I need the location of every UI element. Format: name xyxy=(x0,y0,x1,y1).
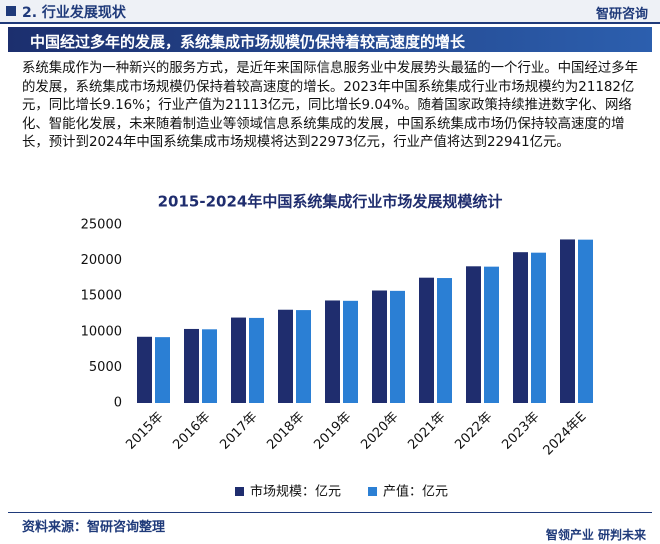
bar xyxy=(390,290,405,403)
banner-text: 中国经过多年的发展，系统集成市场规模仍保持着较高速度的增长 xyxy=(30,33,466,51)
bar xyxy=(531,252,546,403)
legend-label: 市场规模：亿元 xyxy=(250,484,341,500)
bar xyxy=(296,310,311,403)
x-tick-label: 2019年 xyxy=(311,409,354,452)
x-tick-label: 2017年 xyxy=(217,409,260,452)
x-tick-label: 2016年 xyxy=(170,409,213,452)
legend-swatch xyxy=(235,487,244,496)
logo: 智研咨询 xyxy=(595,7,648,22)
bar xyxy=(372,290,387,403)
bar xyxy=(484,266,499,403)
legend-swatch xyxy=(368,487,378,496)
bar xyxy=(513,252,528,403)
paragraph: 系统集成作为一种新兴的服务方式，是近年来国际信息服务业中发展势头最猛的一个行业。… xyxy=(22,61,638,151)
legend-label: 产值：亿元 xyxy=(383,484,448,500)
bar xyxy=(466,266,481,403)
chart: 2015-2024年中国系统集成行业市场发展规模统计 0 5000 10000 150… xyxy=(81,193,593,500)
section-title: 2. 行业发展现状 xyxy=(22,5,126,21)
y-tick-label: 15000 xyxy=(81,289,122,304)
slogan: 智领产业 研判未来 xyxy=(545,528,646,542)
bar xyxy=(343,300,358,403)
footer-line xyxy=(8,512,652,513)
y-tick-label: 25000 xyxy=(81,218,122,233)
bar xyxy=(560,239,575,403)
y-tick-label: 20000 xyxy=(81,253,122,268)
chart-title: 2015-2024年中国系统集成行业市场发展规模统计 xyxy=(158,193,503,211)
x-tick-label: 2022年 xyxy=(452,409,495,452)
x-tick-label: 2024年E xyxy=(541,409,590,458)
y-tick-label: 0 xyxy=(114,396,122,411)
x-tick-label: 2015年 xyxy=(123,409,166,452)
bar xyxy=(137,336,152,403)
bar xyxy=(278,309,293,403)
bar xyxy=(249,317,264,403)
y-tick-label: 5000 xyxy=(89,360,122,375)
x-tick-label: 2021年 xyxy=(405,409,448,452)
bar xyxy=(231,317,246,403)
banner xyxy=(8,27,652,52)
bar xyxy=(202,329,217,403)
bar xyxy=(184,328,199,403)
x-tick-label: 2023年 xyxy=(499,409,542,452)
bar xyxy=(578,239,593,403)
x-tick-label: 2018年 xyxy=(264,409,307,452)
bar xyxy=(325,300,340,403)
bar xyxy=(155,337,170,403)
header-icon xyxy=(6,6,16,16)
bar xyxy=(437,278,452,403)
x-tick-label: 2020年 xyxy=(358,409,401,452)
bar xyxy=(419,277,434,403)
source: 资料来源：智研咨询整理 xyxy=(22,520,166,535)
y-tick-label: 10000 xyxy=(81,324,122,339)
header-bar xyxy=(0,0,660,24)
